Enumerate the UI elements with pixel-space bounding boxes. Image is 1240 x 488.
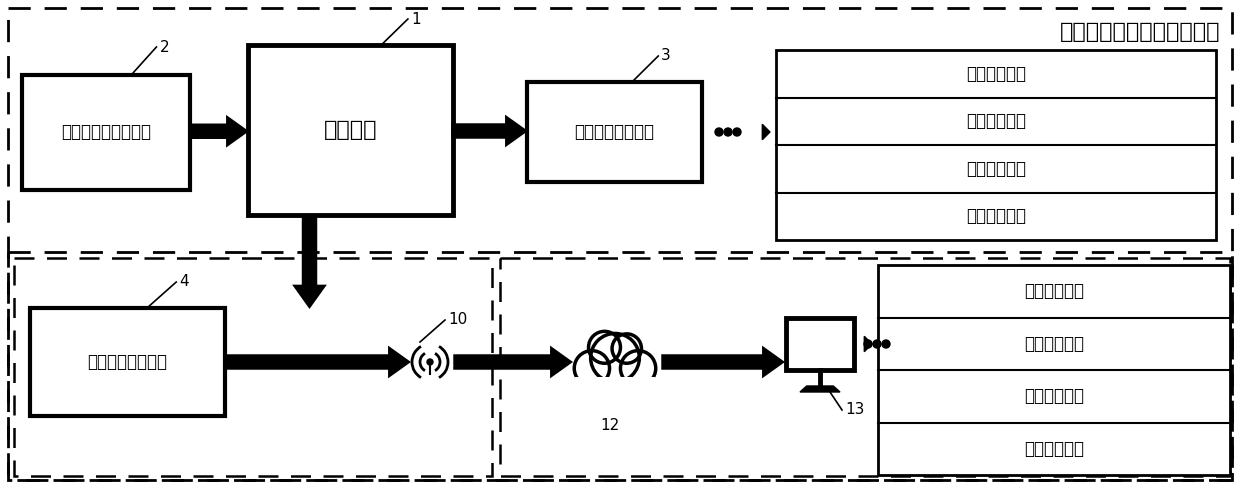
Circle shape (620, 351, 656, 386)
Circle shape (613, 334, 641, 363)
Text: 参数预警提示: 参数预警提示 (1024, 440, 1084, 458)
Text: 1: 1 (410, 12, 420, 26)
Text: 2: 2 (160, 40, 169, 55)
Bar (776, 50, 1216, 240)
Polygon shape (224, 349, 408, 375)
Circle shape (882, 340, 890, 348)
Text: 实时参数显示: 实时参数显示 (1024, 282, 1084, 300)
Text: 12: 12 (600, 418, 620, 433)
Bar (30, 308, 224, 416)
Circle shape (733, 128, 742, 136)
Circle shape (715, 128, 723, 136)
Bar (500, 258, 1230, 476)
Text: 4: 4 (180, 274, 188, 289)
Text: 数据融合计算: 数据融合计算 (966, 160, 1025, 178)
Text: 参数预警提示: 参数预警提示 (966, 207, 1025, 225)
Text: 13: 13 (844, 403, 864, 418)
Polygon shape (455, 349, 570, 375)
Text: 环境参数检测传感器: 环境参数检测传感器 (61, 123, 151, 142)
Polygon shape (800, 386, 839, 392)
Text: 数据融合计算: 数据融合计算 (1024, 387, 1084, 405)
Polygon shape (190, 118, 246, 144)
Circle shape (590, 333, 640, 382)
Text: 10: 10 (448, 312, 467, 327)
Text: 阈值参数设置: 阈值参数设置 (966, 112, 1025, 130)
Text: 阈值参数设置: 阈值参数设置 (1024, 335, 1084, 353)
Polygon shape (864, 336, 872, 352)
Circle shape (574, 351, 610, 386)
Circle shape (589, 331, 620, 363)
Text: 实时参数显示: 实时参数显示 (966, 65, 1025, 83)
Circle shape (427, 359, 433, 365)
Text: 微处理器: 微处理器 (324, 120, 377, 140)
Bar (248, 45, 453, 215)
Bar (527, 82, 702, 182)
Bar (786, 318, 854, 370)
Text: 本地人机交互设备: 本地人机交互设备 (574, 123, 655, 141)
Bar (22, 75, 190, 190)
Bar (7, 252, 1233, 480)
Polygon shape (763, 124, 770, 140)
Text: 3: 3 (661, 48, 671, 63)
Circle shape (724, 128, 732, 136)
Polygon shape (295, 217, 324, 306)
Bar (575, 377, 655, 406)
Circle shape (873, 340, 880, 348)
Text: 农业设施环境参数采集装置: 农业设施环境参数采集装置 (1059, 22, 1220, 42)
Polygon shape (663, 349, 782, 375)
Bar (14, 258, 492, 476)
Bar (878, 265, 1230, 475)
Circle shape (864, 340, 872, 348)
Polygon shape (453, 118, 525, 144)
Text: 第一无线收发模块: 第一无线收发模块 (88, 353, 167, 371)
